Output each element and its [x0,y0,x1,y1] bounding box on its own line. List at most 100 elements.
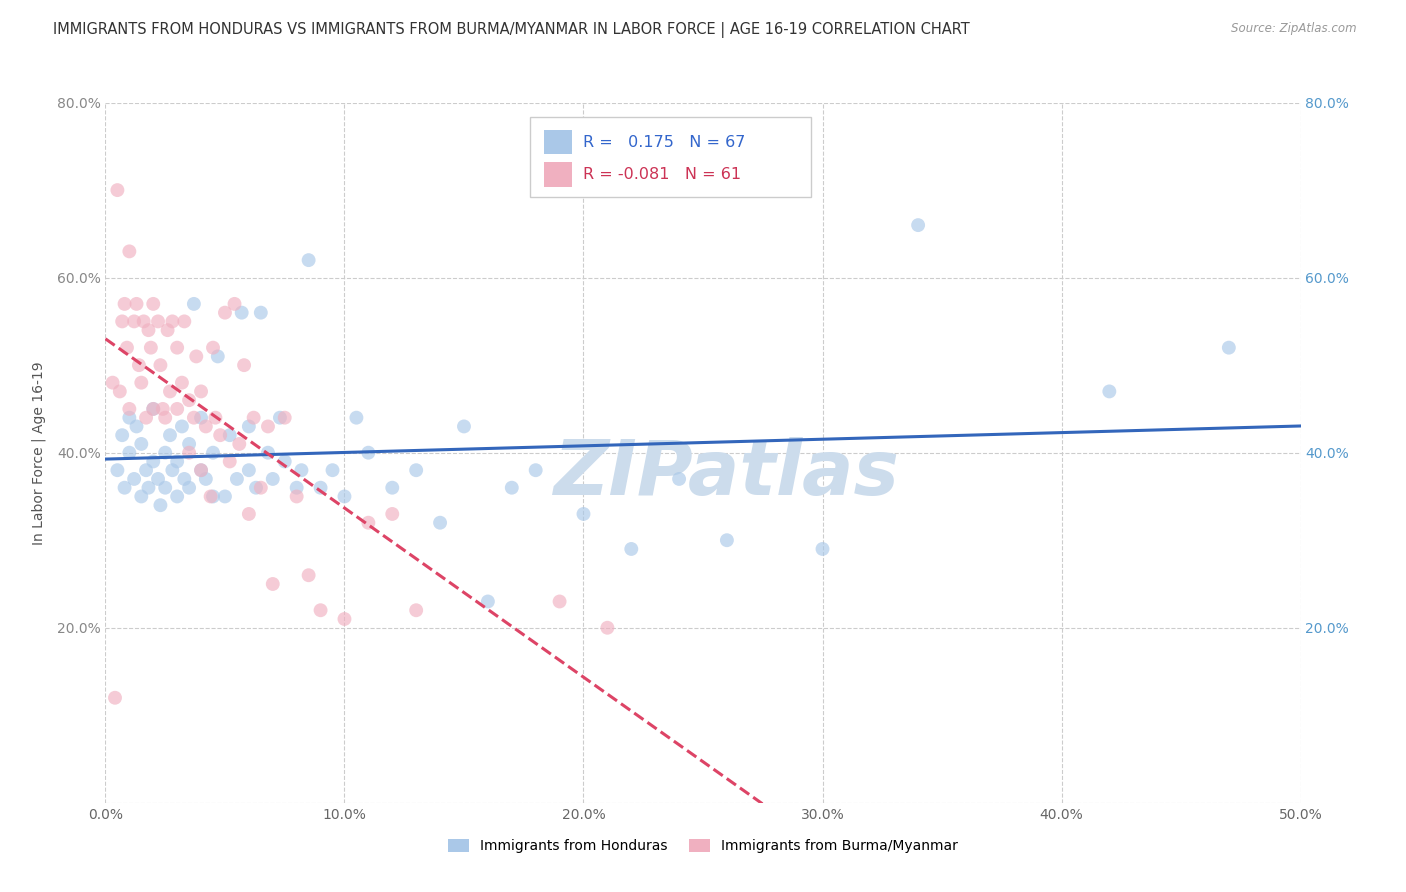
Point [1218,341,1240,355]
Point [190,463,212,477]
Point [298,568,321,582]
Point [149,358,172,372]
Point [231,305,253,319]
Point [405,463,427,477]
Point [177,445,201,460]
Point [218,428,240,442]
Point [321,463,344,477]
Point [204,410,226,425]
Point [173,472,195,486]
Point [104,690,127,705]
Point [194,419,217,434]
Point [257,445,280,460]
Point [202,490,225,504]
Point [357,445,380,460]
Point [477,594,499,608]
Point [194,472,217,486]
Point [285,490,308,504]
Point [122,314,145,328]
Point [139,341,162,355]
Point [716,533,738,548]
Point [190,410,212,425]
Point [309,481,332,495]
Point [153,481,177,495]
Point [166,341,188,355]
Point [1098,384,1121,399]
Point [156,323,179,337]
Point [138,481,160,495]
Point [146,472,169,486]
Point [381,481,404,495]
Point [142,297,165,311]
Point [114,481,136,495]
Point [214,305,236,319]
Text: Source: ZipAtlas.com: Source: ZipAtlas.com [1232,22,1357,36]
Point [118,401,141,416]
Point [111,314,134,328]
Point [101,376,124,390]
Text: R =   0.175   N = 67: R = 0.175 N = 67 [583,135,745,150]
Point [132,314,155,328]
Point [429,516,451,530]
Point [242,410,264,425]
Point [620,541,643,556]
Point [173,314,195,328]
Point [162,463,184,477]
Point [129,437,153,451]
Point [115,341,138,355]
Point [149,498,172,512]
Point [811,541,834,556]
Point [170,376,193,390]
Point [309,603,332,617]
Point [596,621,619,635]
Point [273,454,295,468]
Point [273,410,295,425]
Point [225,472,249,486]
Point [190,463,212,477]
Point [572,507,595,521]
Point [357,516,380,530]
Point [129,376,153,390]
Point [128,358,150,372]
Point [111,428,134,442]
Point [142,454,165,468]
Point [146,314,169,328]
Point [233,358,256,372]
Point [238,463,260,477]
Point [135,463,157,477]
Text: R = -0.081   N = 61: R = -0.081 N = 61 [583,167,741,182]
Point [228,437,250,451]
Point [129,490,153,504]
Point [118,410,141,425]
Point [135,410,157,425]
Point [159,428,181,442]
Y-axis label: In Labor Force | Age 16-19: In Labor Force | Age 16-19 [31,361,45,544]
Point [183,410,205,425]
Point [907,218,929,232]
Point [200,490,222,504]
Point [214,490,236,504]
Point [218,454,240,468]
Point [108,384,131,399]
Point [524,463,547,477]
Point [238,507,260,521]
Legend: Immigrants from Honduras, Immigrants from Burma/Myanmar: Immigrants from Honduras, Immigrants fro… [443,834,963,859]
Point [548,594,571,608]
Point [162,314,184,328]
Point [138,323,160,337]
Point [125,419,148,434]
Point [269,410,291,425]
Point [209,428,232,442]
Point [250,305,273,319]
Point [257,419,280,434]
Point [122,472,145,486]
Point [177,481,201,495]
Point [166,454,188,468]
Point [405,603,427,617]
Point [152,401,174,416]
Point [125,297,148,311]
Point [166,401,188,416]
Point [142,401,165,416]
Point [245,481,267,495]
Point [262,472,284,486]
